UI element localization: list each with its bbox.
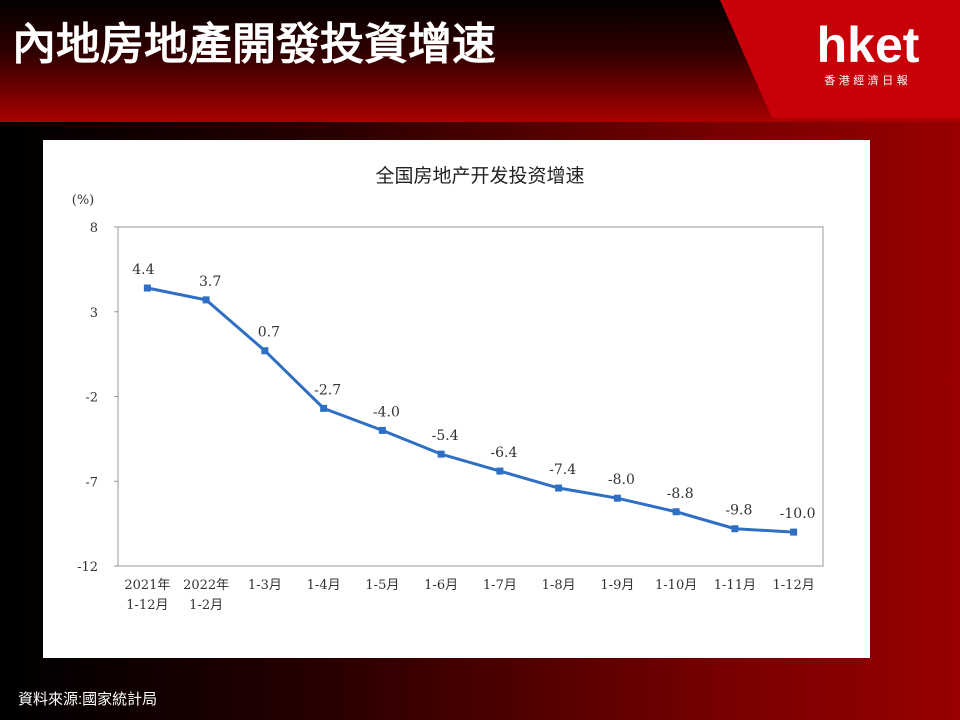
logo-tagline: 香 港 經 濟 日 報 <box>824 73 907 87</box>
chart-title: 全国房地产开发投资增速 <box>375 165 584 187</box>
x-tick-label: 1-10月 <box>655 578 698 593</box>
data-label: -8.8 <box>667 486 694 502</box>
x-tick-label: 1-9月 <box>600 578 635 593</box>
logo-shape <box>720 0 960 118</box>
data-point <box>378 426 386 434</box>
y-tick-label: -12 <box>77 560 98 575</box>
x-tick-label: 2022年 1-2月 <box>183 578 230 613</box>
x-tick-label: 1-5月 <box>365 578 400 593</box>
x-tick-label: 1-11月 <box>713 578 756 593</box>
y-tick-label: 8 <box>90 221 98 236</box>
data-point <box>143 284 151 292</box>
data-label: -5.4 <box>432 428 459 444</box>
chart: 全国房地产开发投资增速 (%) 8 3 -2 -7 -12 4.4 3.7 0.7 -2.7 -4… <box>72 165 824 575</box>
x-tick-label: 1-4月 <box>306 578 341 593</box>
data-label: 4.4 <box>132 262 154 278</box>
data-label: -7.4 <box>549 462 576 478</box>
chart-panel: 全国房地产开发投资增速 (%) 8 3 -2 -7 -12 4.4 3.7 0.7 -2.7 -4… <box>43 140 870 658</box>
x-tick-label: 1-12月 <box>772 578 815 593</box>
data-point <box>790 528 798 536</box>
x-tick-label: 1-7月 <box>482 578 517 593</box>
data-point <box>613 494 621 502</box>
data-label: 3.7 <box>199 274 221 290</box>
data-point <box>261 347 269 355</box>
plot-frame <box>117 226 824 567</box>
x-tick-label: 1-8月 <box>541 578 576 593</box>
x-tick-label: 2021年 1-12月 <box>124 578 171 613</box>
data-point <box>437 450 445 458</box>
y-tick-label: 3 <box>90 306 98 321</box>
data-point <box>672 508 680 516</box>
y-tick-label: -7 <box>85 475 98 490</box>
source-note: 資料來源:國家統計局 <box>18 691 158 708</box>
y-axis-label: (%) <box>72 193 95 208</box>
slide-title: 內地房地產開發投資增速 <box>12 20 496 69</box>
x-tick-label: 1-6月 <box>424 578 459 593</box>
data-label: -4.0 <box>373 404 400 420</box>
data-label: -9.8 <box>725 503 752 519</box>
logo: hket 香 港 經 濟 日 報 <box>720 0 960 118</box>
y-tick-label: -2 <box>85 391 98 406</box>
data-point <box>320 404 328 412</box>
data-point <box>202 296 210 304</box>
x-tick-label: 1-3月 <box>247 578 282 593</box>
data-point <box>731 525 739 533</box>
data-label: -10.0 <box>780 506 816 522</box>
data-point <box>496 467 504 475</box>
data-label: -2.7 <box>314 382 341 398</box>
logo-text: hket <box>817 17 920 73</box>
data-line <box>147 286 794 534</box>
data-point <box>555 484 563 492</box>
data-label: -6.4 <box>490 445 517 461</box>
data-label: 0.7 <box>258 325 280 341</box>
data-label: -8.0 <box>608 472 635 488</box>
